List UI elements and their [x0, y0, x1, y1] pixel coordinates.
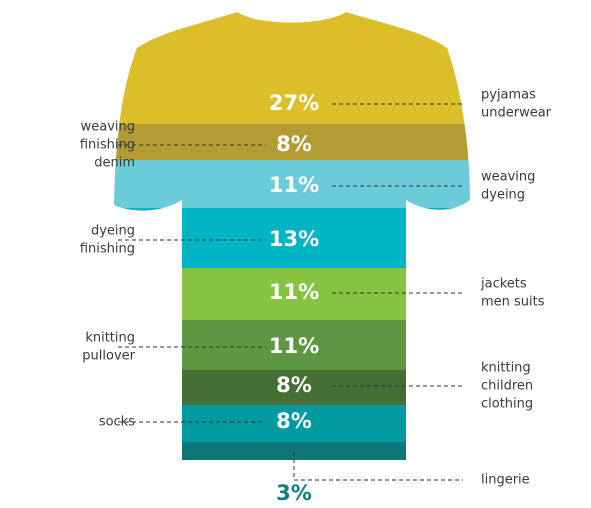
segment-label-weaving-dyeing: weaving	[481, 170, 535, 185]
segment-value-weaving-finishing-denim: 8%	[276, 132, 312, 156]
segment-label-weaving-finishing-denim: denim	[94, 156, 135, 171]
segment-label-dyeing-finishing: finishing	[80, 242, 135, 257]
segment-value-knitting-pullover: 11%	[269, 334, 319, 358]
segment-value-lingerie: 3%	[276, 481, 312, 505]
segment-label-knitting-children: clothing	[481, 397, 533, 412]
segment-label-jackets: jackets	[480, 277, 527, 292]
segment-label-weaving-finishing-denim: finishing	[80, 138, 135, 153]
segment-value-dyeing-finishing: 13%	[269, 227, 319, 251]
segment-lingerie	[114, 442, 470, 460]
segment-label-weaving-finishing-denim: weaving	[81, 120, 135, 135]
segment-weaving-dyeing	[114, 160, 470, 208]
segment-label-weaving-dyeing: dyeing	[481, 188, 525, 203]
leader-line-lingerie	[293, 452, 463, 481]
segment-value-knitting-children: 8%	[276, 373, 312, 397]
segment-value-weaving-dyeing: 11%	[269, 173, 319, 197]
labels: 27% pyjamas underwear 8% weaving finishing den…	[80, 88, 552, 506]
segment-weaving-finishing-denim	[114, 124, 470, 160]
segment-label-lingerie: lingerie	[481, 473, 530, 488]
segment-label-jackets: men suits	[481, 295, 545, 310]
segment-label-pyjamas: pyjamas	[481, 88, 536, 103]
segment-label-knitting-pullover: pullover	[82, 349, 135, 364]
segment-label-knitting-children: children	[481, 379, 533, 394]
segment-value-pyjamas: 27%	[269, 91, 319, 115]
segment-label-knitting-children: knitting	[481, 361, 531, 376]
segment-value-jackets: 11%	[269, 280, 319, 304]
segment-label-socks: socks	[99, 415, 135, 430]
segment-value-socks: 8%	[276, 409, 312, 433]
segment-label-pyjamas: underwear	[481, 106, 552, 121]
segment-label-knitting-pullover: knitting	[85, 331, 135, 346]
segment-label-dyeing-finishing: dyeing	[91, 224, 135, 239]
